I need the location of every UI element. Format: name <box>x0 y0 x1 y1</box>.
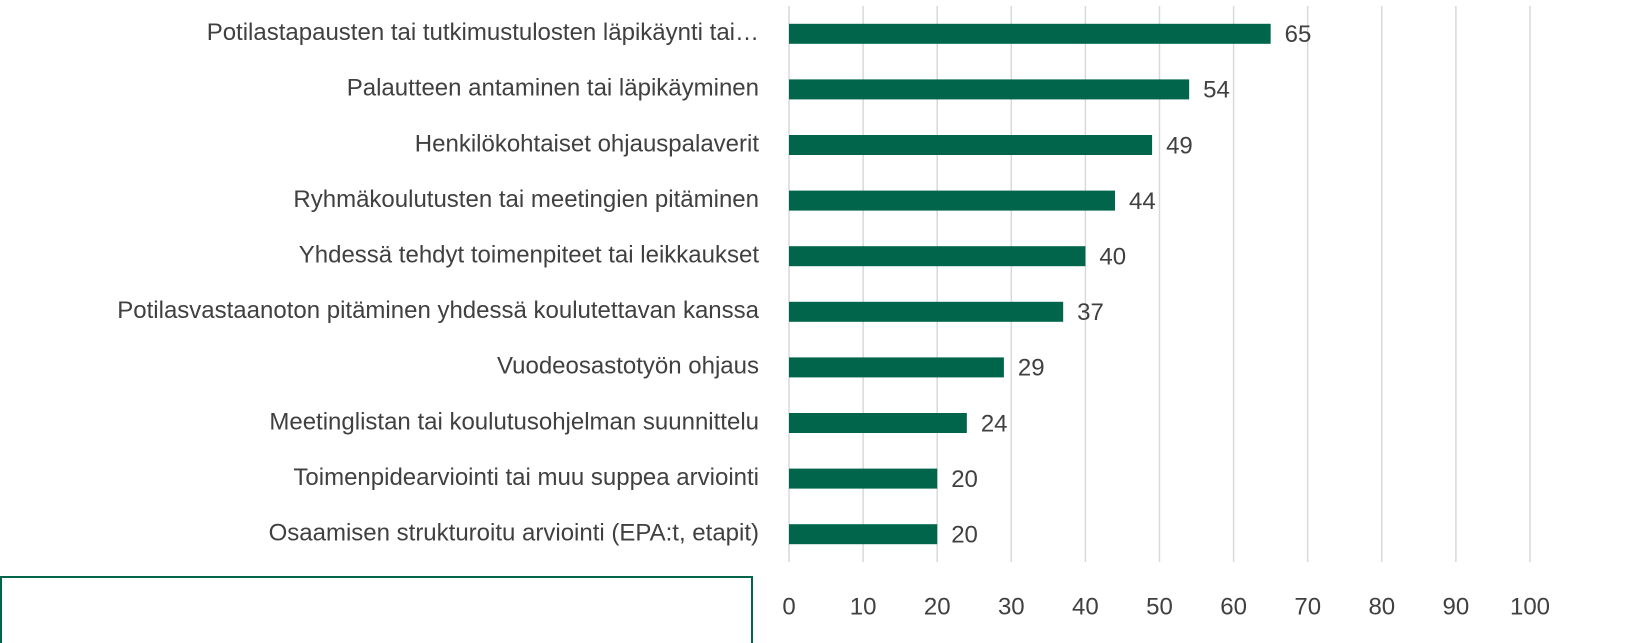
data-label: 49 <box>1166 132 1193 159</box>
data-label: 37 <box>1077 299 1104 326</box>
x-tick-label: 20 <box>924 593 951 620</box>
bar <box>789 357 1004 378</box>
y-tick-label: Palautteen antaminen tai läpikäyminen <box>347 75 759 102</box>
x-tick-label: 40 <box>1072 593 1099 620</box>
y-tick-label: Toimenpidearviointi tai muu suppea arvio… <box>293 464 759 491</box>
x-tick-label: 90 <box>1443 593 1470 620</box>
bar <box>789 468 938 489</box>
bar <box>789 413 967 433</box>
x-tick-label: 60 <box>1220 593 1247 620</box>
y-tick-label: Henkilökohtaiset ohjauspalaverit <box>415 130 760 157</box>
data-label: 29 <box>1018 355 1045 382</box>
bar <box>789 301 1064 322</box>
y-tick-label: Potilastapausten tai tutkimustulosten lä… <box>207 19 759 46</box>
x-tick-label: 0 <box>782 593 795 620</box>
data-label: 20 <box>951 522 978 549</box>
bar <box>789 524 938 545</box>
bar <box>789 190 1116 211</box>
y-tick-label: Vuodeosastotyön ohjaus <box>497 353 759 380</box>
x-tick-label: 70 <box>1294 593 1321 620</box>
data-label: 44 <box>1129 188 1156 215</box>
bar <box>789 79 1190 100</box>
y-tick-label: Potilasvastaanoton pitäminen yhdessä kou… <box>117 297 759 324</box>
x-tick-label: 50 <box>1146 593 1173 620</box>
x-tick-label: 10 <box>850 593 877 620</box>
y-tick-label: Meetinglistan tai koulutusohjelman suunn… <box>269 408 759 435</box>
bar <box>789 135 1153 155</box>
data-label: 40 <box>1099 244 1126 271</box>
x-tick-label: 100 <box>1510 593 1550 620</box>
y-tick-label: Ryhmäkoulutusten tai meetingien pitämine… <box>293 186 759 213</box>
bar <box>789 23 1271 44</box>
y-tick-label: Yhdessä tehdyt toimenpiteet tai leikkauk… <box>299 242 760 269</box>
data-label: 20 <box>951 466 978 493</box>
data-label: 24 <box>981 410 1008 437</box>
x-tick-label: 80 <box>1368 593 1395 620</box>
data-label: 54 <box>1203 77 1230 104</box>
y-tick-label: Osaamisen strukturoitu arviointi (EPA:t,… <box>269 520 759 547</box>
bar <box>789 246 1086 267</box>
decorative-box <box>0 576 753 643</box>
x-tick-label: 30 <box>998 593 1025 620</box>
data-label: 65 <box>1285 21 1312 48</box>
